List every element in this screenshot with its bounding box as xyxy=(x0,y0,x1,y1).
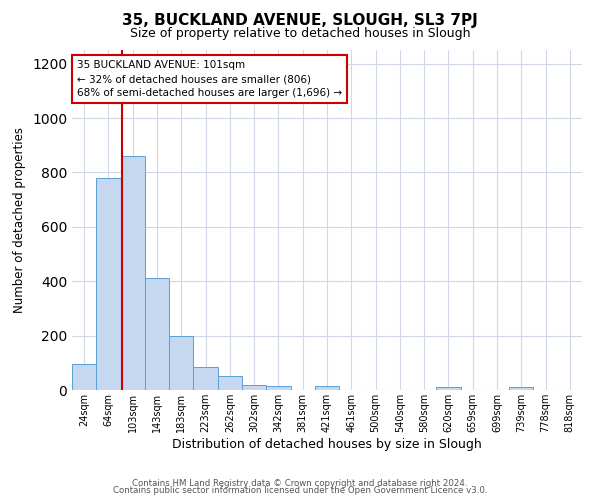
Bar xyxy=(72,364,96,390)
Y-axis label: Number of detached properties: Number of detached properties xyxy=(13,127,26,313)
Text: Contains public sector information licensed under the Open Government Licence v3: Contains public sector information licen… xyxy=(113,486,487,495)
Bar xyxy=(436,388,461,390)
Text: Size of property relative to detached houses in Slough: Size of property relative to detached ho… xyxy=(130,28,470,40)
X-axis label: Distribution of detached houses by size in Slough: Distribution of detached houses by size … xyxy=(172,438,482,450)
Text: 35, BUCKLAND AVENUE, SLOUGH, SL3 7PJ: 35, BUCKLAND AVENUE, SLOUGH, SL3 7PJ xyxy=(122,12,478,28)
Bar xyxy=(121,156,145,390)
Bar xyxy=(315,386,339,390)
Bar xyxy=(218,376,242,390)
Bar xyxy=(266,386,290,390)
Bar xyxy=(145,278,169,390)
Text: Contains HM Land Registry data © Crown copyright and database right 2024.: Contains HM Land Registry data © Crown c… xyxy=(132,478,468,488)
Bar xyxy=(242,384,266,390)
Bar xyxy=(169,336,193,390)
Bar xyxy=(509,388,533,390)
Text: 35 BUCKLAND AVENUE: 101sqm
← 32% of detached houses are smaller (806)
68% of sem: 35 BUCKLAND AVENUE: 101sqm ← 32% of deta… xyxy=(77,60,342,98)
Bar xyxy=(193,367,218,390)
Bar xyxy=(96,178,121,390)
